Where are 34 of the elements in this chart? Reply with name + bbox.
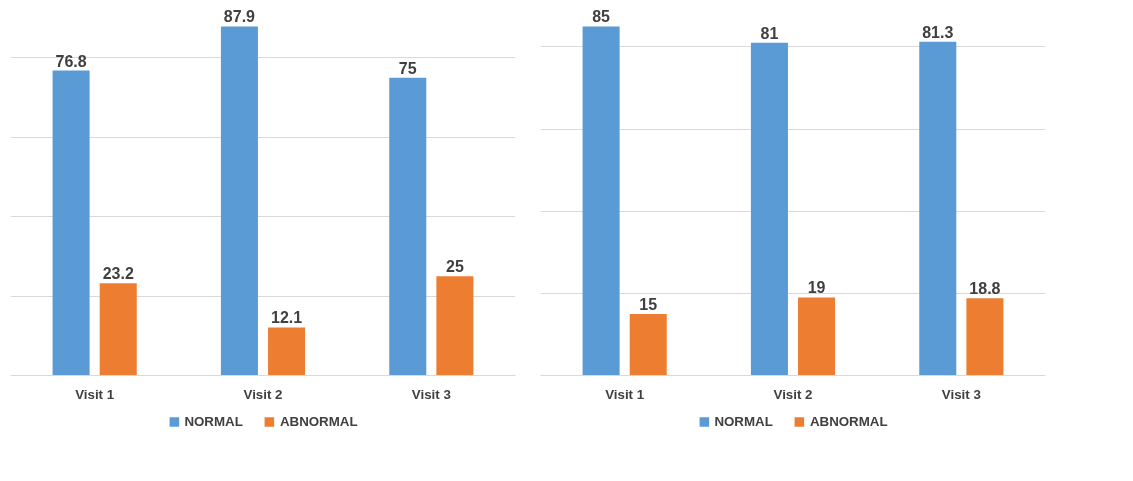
legend-label: NORMAL xyxy=(714,413,773,429)
data-label: 81.3 xyxy=(922,23,954,41)
bar xyxy=(52,70,90,376)
x-tick-label: Visit 2 xyxy=(773,386,813,402)
bar xyxy=(99,283,137,376)
data-label: 18.8 xyxy=(969,280,1001,298)
bar xyxy=(966,298,1004,376)
x-tick-label: Visit 1 xyxy=(75,386,115,402)
bar xyxy=(220,26,258,376)
data-label: 15 xyxy=(639,295,658,313)
data-label: 85 xyxy=(592,8,611,26)
data-label: 19 xyxy=(807,279,826,297)
legend-label: ABNORMAL xyxy=(279,413,358,429)
x-tick-label: Visit 3 xyxy=(941,386,981,402)
data-label: 76.8 xyxy=(55,52,87,70)
bar xyxy=(629,313,667,376)
data-label: 87.9 xyxy=(223,8,256,26)
bar xyxy=(750,42,788,376)
data-label: 81 xyxy=(760,24,779,42)
data-label: 12.1 xyxy=(271,309,303,327)
bar xyxy=(919,41,957,376)
bar xyxy=(268,327,306,376)
bar xyxy=(436,276,474,376)
x-tick-label: Visit 1 xyxy=(605,386,645,402)
bar xyxy=(582,26,620,376)
bar xyxy=(798,297,836,376)
data-label: 23.2 xyxy=(102,265,134,283)
legend-label: NORMAL xyxy=(184,413,243,429)
x-tick-label: Visit 3 xyxy=(411,386,451,402)
x-tick-label: Visit 2 xyxy=(243,386,283,402)
bar xyxy=(389,77,427,376)
data-label: 25 xyxy=(446,258,464,276)
data-label: 75 xyxy=(398,59,417,77)
legend-label: ABNORMAL xyxy=(809,413,888,429)
